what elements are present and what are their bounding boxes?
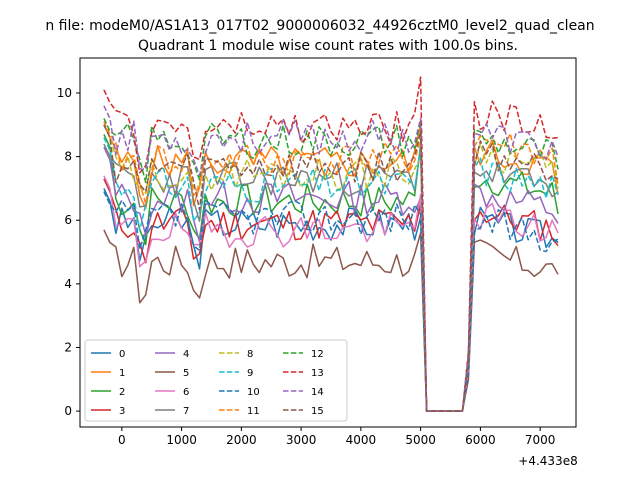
series-line-2 — [103, 134, 559, 412]
y-axis: 0 2 4 6 8 10 — [57, 86, 80, 418]
legend-label-6: 6 — [183, 387, 189, 398]
legend-label-10: 10 — [247, 387, 260, 398]
legend-label-3: 3 — [119, 406, 125, 417]
x-tick-label: 5000 — [405, 433, 436, 447]
figure-suptitle: n file: modeM0/AS1A13_017T02_9000006032_… — [45, 18, 594, 34]
legend-label-12: 12 — [311, 349, 324, 360]
x-axis-offset-text: +4.433e8 — [518, 454, 577, 468]
legend-label-8: 8 — [247, 349, 253, 360]
legend-label-13: 13 — [311, 368, 324, 379]
legend-label-14: 14 — [311, 387, 324, 398]
chart-title: Quadrant 1 module wise count rates with … — [138, 38, 518, 54]
series-line-5 — [103, 229, 559, 412]
legend-label-9: 9 — [247, 368, 253, 379]
x-tick-label: 4000 — [346, 433, 377, 447]
legend-label-7: 7 — [183, 406, 189, 417]
series-line-9 — [103, 137, 559, 412]
axes-frame — [79, 57, 577, 428]
series-line-8 — [103, 124, 559, 412]
series-line-1 — [103, 124, 559, 412]
x-tick-label: 3000 — [286, 433, 317, 447]
legend-label-1: 1 — [119, 368, 125, 379]
x-axis: 0 1000 2000 3000 4000 5000 6000 7000 — [118, 427, 555, 447]
x-tick-label: 6000 — [465, 433, 496, 447]
x-tick-label: 0 — [118, 433, 126, 447]
plot-area — [103, 76, 559, 412]
legend-box — [84, 339, 348, 422]
y-tick-label: 2 — [64, 340, 72, 354]
series-line-11 — [103, 121, 559, 412]
x-tick-label: 7000 — [525, 433, 556, 447]
y-tick-label: 8 — [64, 150, 72, 164]
series-line-12 — [103, 118, 559, 412]
series-line-10 — [103, 191, 559, 412]
series-line-13 — [103, 76, 559, 412]
series-line-15 — [103, 124, 559, 412]
legend-label-11: 11 — [247, 406, 260, 417]
series-line-4 — [103, 146, 559, 412]
y-tick-label: 10 — [57, 86, 72, 100]
series-line-14 — [103, 105, 559, 412]
series-line-7 — [103, 143, 559, 412]
y-tick-label: 6 — [64, 213, 72, 227]
y-tick-label: 0 — [64, 404, 72, 418]
y-tick-label: 4 — [64, 277, 72, 291]
legend-label-4: 4 — [183, 349, 189, 360]
legend-label-15: 15 — [311, 406, 324, 417]
legend-label-2: 2 — [119, 387, 125, 398]
x-tick-label: 2000 — [226, 433, 257, 447]
x-tick-label: 1000 — [166, 433, 197, 447]
legend-label-0: 0 — [119, 349, 125, 360]
legend-label-5: 5 — [183, 368, 189, 379]
